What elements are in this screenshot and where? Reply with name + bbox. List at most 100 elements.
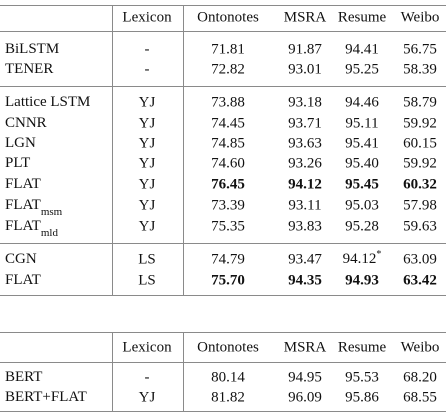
lexicon-cell: LS bbox=[138, 251, 156, 267]
score-cell: 57.98 bbox=[403, 197, 437, 213]
row-name: BERT+FLAT bbox=[5, 389, 87, 405]
model-name: TENER bbox=[5, 61, 53, 77]
model-name: BERT bbox=[5, 369, 42, 385]
score-cell: 94.35 bbox=[288, 272, 322, 288]
score-cell: 95.86 bbox=[345, 389, 379, 405]
score-cell: 93.83 bbox=[288, 218, 322, 234]
score-cell: 93.26 bbox=[288, 155, 322, 171]
lexicon-cell: YJ bbox=[139, 176, 156, 192]
model-name: LGN bbox=[5, 135, 36, 151]
lexicon-cell: YJ bbox=[139, 389, 156, 405]
score-cell: 63.42 bbox=[403, 272, 437, 288]
score-cell: 94.41 bbox=[345, 41, 379, 57]
score-cell: 59.92 bbox=[403, 115, 437, 131]
score-cell: 68.20 bbox=[403, 369, 437, 385]
score-cell: 76.45 bbox=[211, 176, 245, 192]
column-header: Resume bbox=[338, 9, 387, 25]
column-header: Ontonotes bbox=[197, 9, 259, 25]
row-name: FLAT bbox=[5, 176, 41, 192]
score-cell: 95.40 bbox=[345, 155, 379, 171]
model-subscript: msm bbox=[41, 206, 63, 218]
score-cell: 95.45 bbox=[345, 176, 379, 192]
score-cell: 58.79 bbox=[403, 94, 437, 110]
row-name: PLT bbox=[5, 155, 30, 171]
lexicon-cell: YJ bbox=[139, 94, 156, 110]
score-cell: 71.81 bbox=[211, 41, 245, 57]
column-header: Weibo bbox=[401, 9, 440, 25]
row-name: FLATmsm bbox=[5, 197, 63, 217]
model-name: FLAT bbox=[5, 272, 41, 288]
lexicon-cell: - bbox=[145, 61, 150, 77]
score-cell: 94.12* bbox=[343, 249, 382, 268]
score-cell: 60.15 bbox=[403, 135, 437, 151]
model-name: FLAT bbox=[5, 176, 41, 192]
column-header: Lexicon bbox=[122, 339, 172, 355]
lexicon-cell: YJ bbox=[139, 155, 156, 171]
model-name: PLT bbox=[5, 155, 30, 171]
score-cell: 73.39 bbox=[211, 197, 245, 213]
score-cell: 59.92 bbox=[403, 155, 437, 171]
score-cell: 93.71 bbox=[288, 115, 322, 131]
score-cell: 94.46 bbox=[345, 94, 379, 110]
score-cell: 93.47 bbox=[288, 251, 322, 267]
score-cell: 75.70 bbox=[211, 272, 245, 288]
row-name: BiLSTM bbox=[5, 41, 59, 57]
score-cell: 75.35 bbox=[211, 218, 245, 234]
lexicon-cell: - bbox=[145, 41, 150, 57]
row-name: CGN bbox=[5, 251, 37, 267]
lexicon-cell: YJ bbox=[139, 135, 156, 151]
model-name: FLAT bbox=[5, 218, 41, 234]
score-cell: 94.93 bbox=[345, 272, 379, 288]
column-header: Lexicon bbox=[122, 9, 172, 25]
lexicon-cell: YJ bbox=[139, 218, 156, 234]
row-name: TENER bbox=[5, 61, 53, 77]
model-name: CNNR bbox=[5, 115, 47, 131]
score-cell: 95.41 bbox=[345, 135, 379, 151]
column-header: Resume bbox=[338, 339, 387, 355]
row-name: BERT bbox=[5, 369, 42, 385]
row-name: FLATmld bbox=[5, 218, 58, 238]
score-cell: 74.45 bbox=[211, 115, 245, 131]
score-cell: 93.11 bbox=[288, 197, 321, 213]
score-cell: 59.63 bbox=[403, 218, 437, 234]
column-header: MSRA bbox=[284, 339, 327, 355]
column-header: Weibo bbox=[401, 339, 440, 355]
score-cell: 93.18 bbox=[288, 94, 322, 110]
table: Lexicon Ontonotes MSRA Resume Weibo BiLSTM - 71… bbox=[0, 5, 446, 296]
score-cell: 93.63 bbox=[288, 135, 322, 151]
score-cell: 96.09 bbox=[288, 389, 322, 405]
score-cell: 68.55 bbox=[403, 389, 437, 405]
score-cell: 91.87 bbox=[288, 41, 322, 57]
row-name: CNNR bbox=[5, 115, 47, 131]
lexicon-cell: LS bbox=[138, 272, 156, 288]
score-cell: 56.75 bbox=[403, 41, 437, 57]
lexicon-cell: YJ bbox=[139, 115, 156, 131]
score-cell: 93.01 bbox=[288, 61, 322, 77]
model-name: CGN bbox=[5, 251, 37, 267]
score-cell: 74.60 bbox=[211, 155, 245, 171]
score-cell: 95.53 bbox=[345, 369, 379, 385]
score-cell: 95.25 bbox=[345, 61, 379, 77]
score-cell: 74.85 bbox=[211, 135, 245, 151]
score-cell: 94.12 bbox=[288, 176, 322, 192]
model-name: BiLSTM bbox=[5, 41, 59, 57]
lexicon-cell: - bbox=[145, 369, 150, 385]
model-name: FLAT bbox=[5, 197, 41, 213]
row-name: Lattice LSTM bbox=[5, 94, 90, 110]
score-cell: 95.03 bbox=[345, 197, 379, 213]
score-cell: 73.88 bbox=[211, 94, 245, 110]
row-name: FLAT bbox=[5, 272, 41, 288]
score-cell: 72.82 bbox=[211, 61, 245, 77]
model-name: BERT+FLAT bbox=[5, 389, 87, 405]
row-name: LGN bbox=[5, 135, 36, 151]
score-cell: 95.11 bbox=[345, 115, 378, 131]
score-cell: 60.32 bbox=[403, 176, 437, 192]
model-name: Lattice LSTM bbox=[5, 94, 90, 110]
score-cell: 58.39 bbox=[403, 61, 437, 77]
model-subscript: mld bbox=[41, 227, 59, 239]
score: 94.12 bbox=[343, 251, 377, 267]
score-cell: 94.95 bbox=[288, 369, 322, 385]
score-cell: 63.09 bbox=[403, 251, 437, 267]
column-header: Ontonotes bbox=[197, 339, 259, 355]
